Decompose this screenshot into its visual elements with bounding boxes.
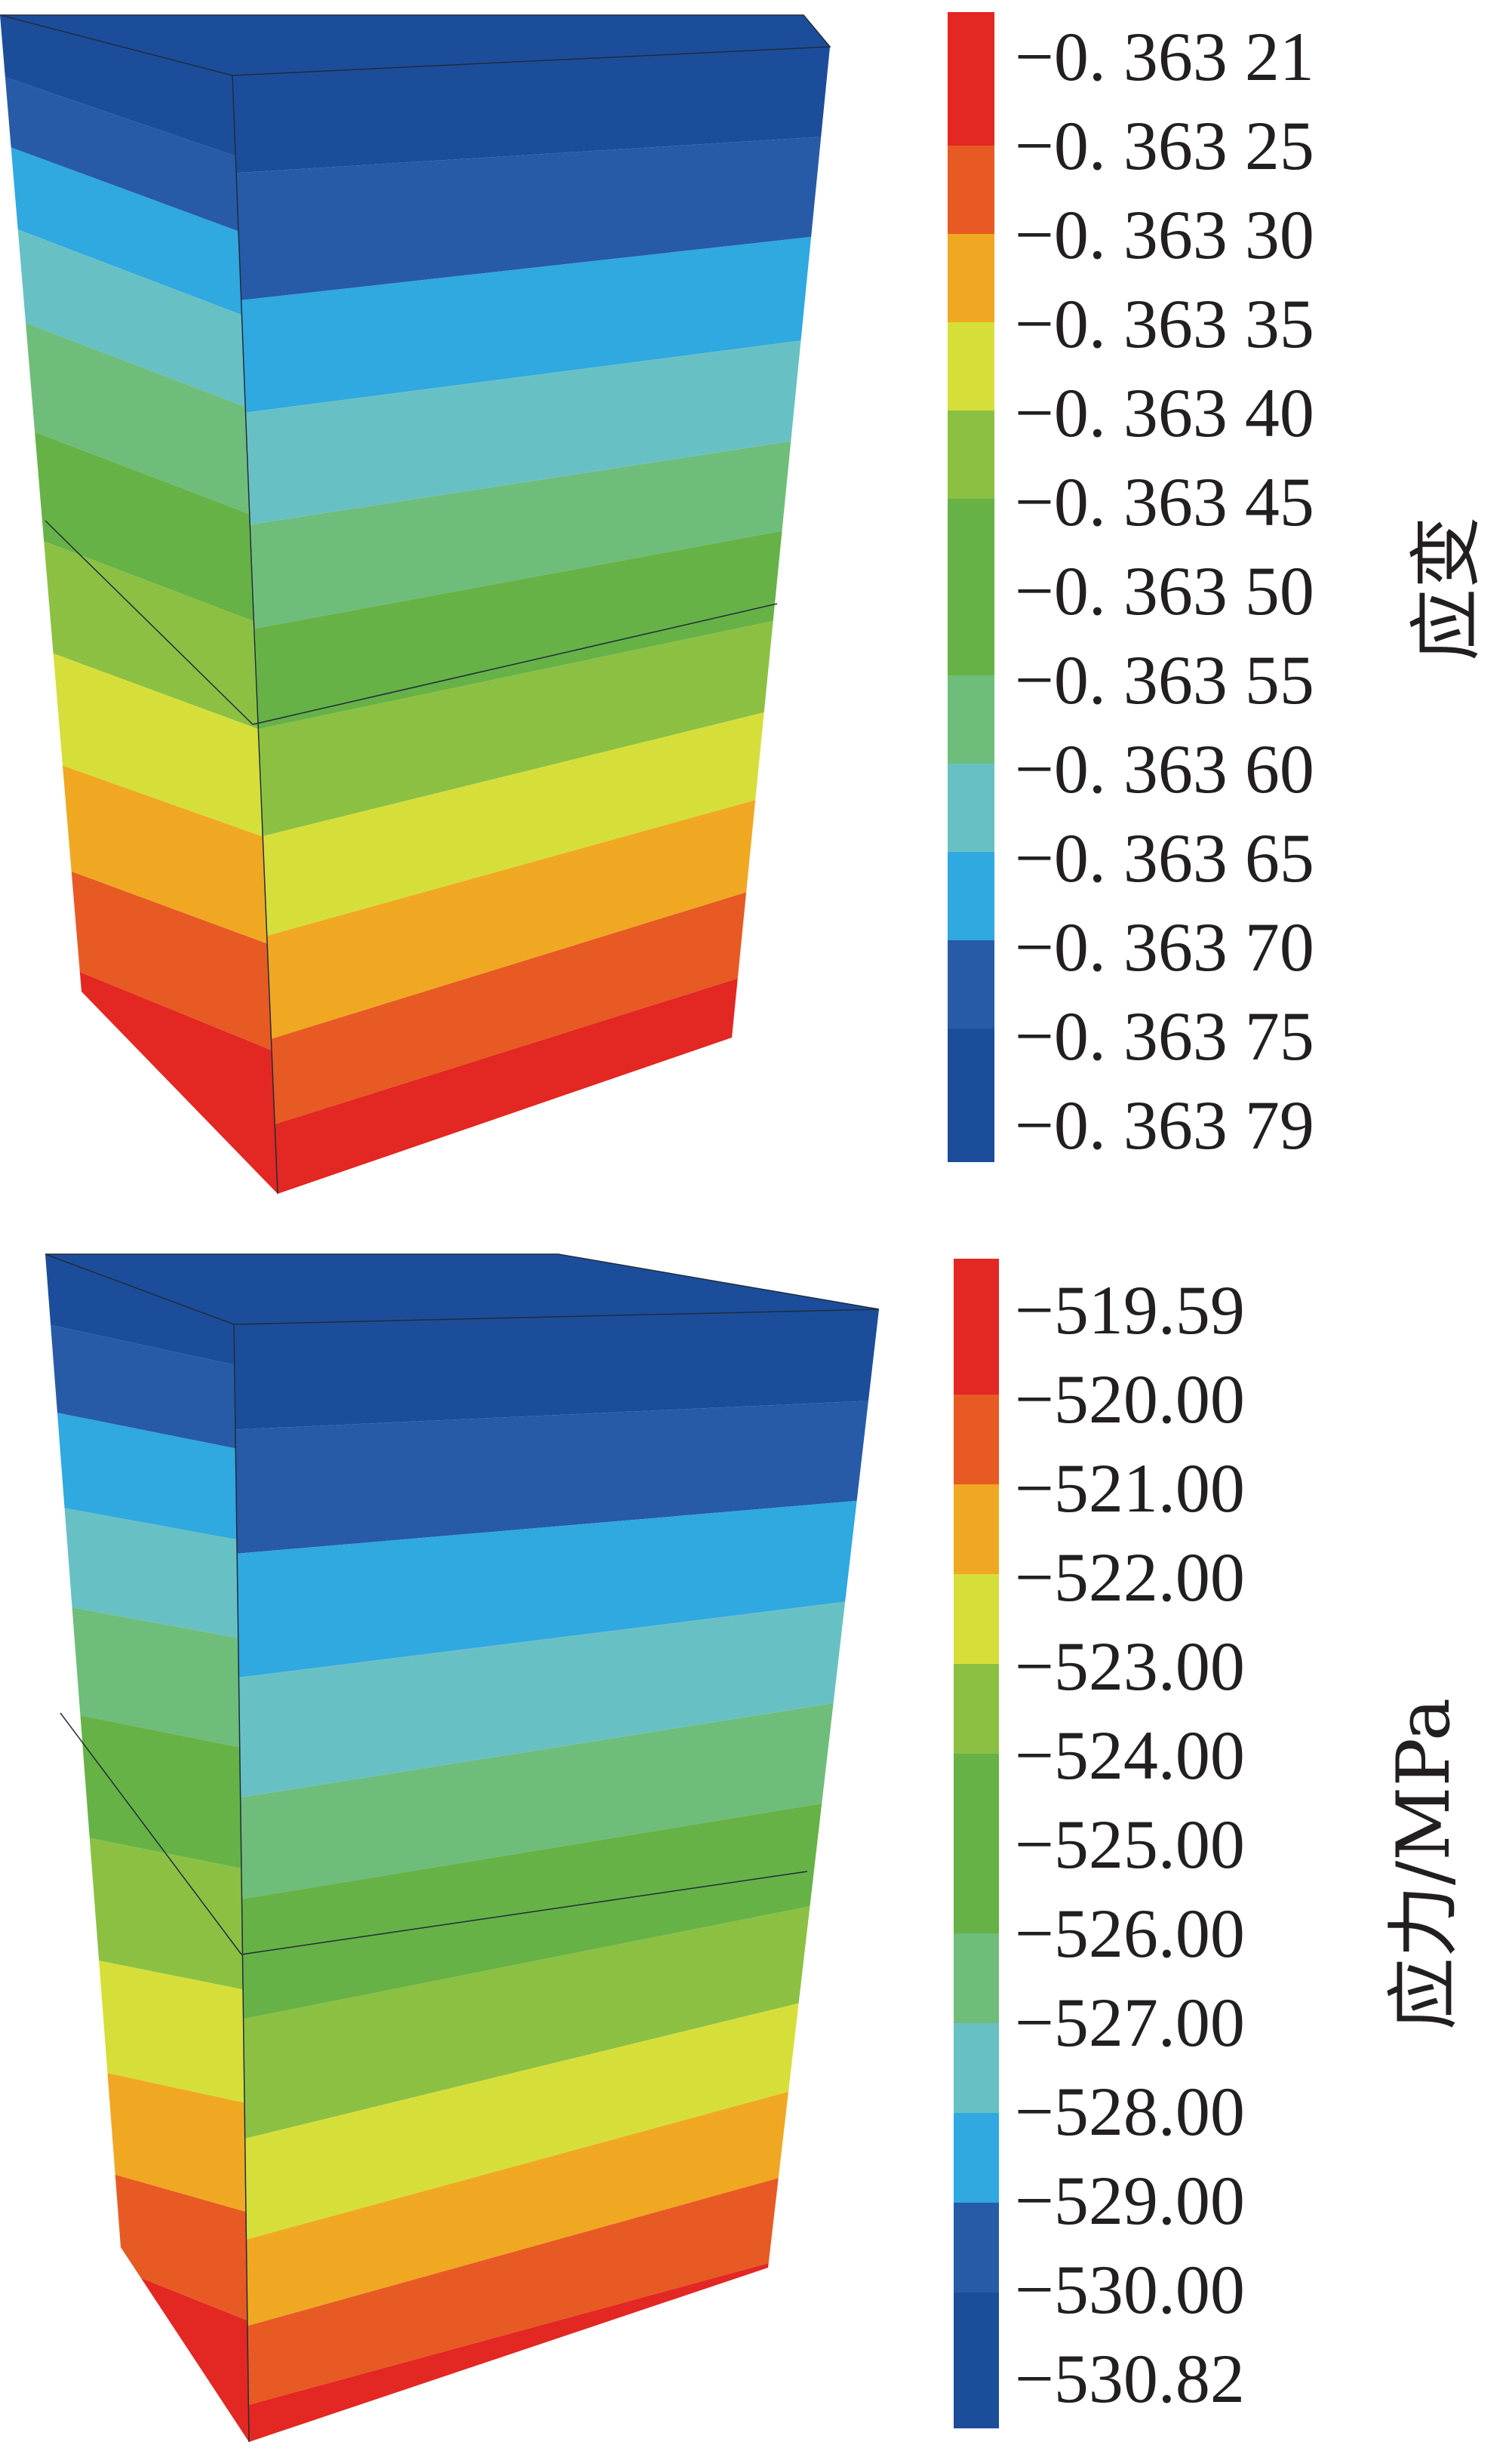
strain-left-band-7: [0, 524, 278, 740]
stress-colorbar: [954, 1259, 999, 2428]
stress-tick-label: −527.00: [1015, 1984, 1245, 2061]
strain-front-band-10: [232, 864, 830, 1139]
strain-front-band-8: [232, 694, 830, 947]
strain-tick-label: −0. 363 21: [1015, 18, 1314, 95]
strain-panel: −0. 363 21 −0. 363 25 −0. 363 30 −0. 363…: [0, 12, 1489, 1195]
stress-front-band-5: [234, 1694, 879, 1902]
strain-front-band-5: [232, 434, 830, 634]
stress-tick-label: −522.00: [1015, 1539, 1245, 1616]
strain-left-band-8: [0, 634, 278, 845]
strain-tick-label: −0. 363 45: [1015, 463, 1314, 540]
stress-front-band-9: [234, 2064, 879, 2332]
strain-colorbar-seg-3: [948, 234, 994, 322]
stress-colorbar-seg-5: [954, 1664, 999, 1754]
strain-tick-label: −0. 363 70: [1015, 909, 1314, 986]
strain-colorbar-seg-4: [948, 322, 994, 411]
strain-colorbar-seg-11: [948, 1029, 994, 1162]
strain-block: [0, 14, 831, 1195]
stress-colorbar-labels: −519.59 −520.00 −521.00 −522.00 −523.00 …: [1015, 1272, 1245, 2417]
stress-left-band-4: [45, 1502, 249, 1641]
stress-tick-label: −530.00: [1015, 2251, 1245, 2328]
strain-colorbar: [948, 12, 994, 1162]
stress-tick-label: −526.00: [1015, 1895, 1245, 1972]
stress-tick-label: −521.00: [1015, 1450, 1245, 1527]
stress-tick-label: −525.00: [1015, 1806, 1245, 1883]
stress-colorbar-seg-6: [954, 1754, 999, 1933]
stress-panel: −519.59 −520.00 −521.00 −522.00 −523.00 …: [45, 1253, 1466, 2443]
stress-tick-label: −520.00: [1015, 1361, 1245, 1438]
strain-left-band-2: [0, 75, 278, 249]
stress-colorbar-seg-7: [954, 1933, 999, 2023]
stress-colorbar-seg-10: [954, 2203, 999, 2293]
strain-left-band-4: [0, 223, 278, 423]
strain-block-edges: [0, 14, 831, 1195]
strain-colorbar-seg-1: [948, 12, 994, 146]
stress-colorbar-title: 应力/MPa: [1381, 1698, 1466, 2030]
strain-colorbar-title: 应变: [1404, 516, 1489, 661]
stress-front-band-2: [234, 1400, 879, 1555]
strain-tick-label: −0. 363 25: [1015, 107, 1314, 184]
stress-front-band-6: [234, 1792, 879, 2022]
strain-tick-label: −0. 363 30: [1015, 196, 1314, 273]
stress-front-band-1: [234, 1309, 879, 1430]
stress-block-top-face: [45, 1254, 879, 1324]
strain-front-band-4: [232, 336, 830, 528]
strain-colorbar-seg-6: [948, 499, 994, 675]
strain-tick-label: −0. 363 40: [1015, 374, 1314, 451]
strain-front-band-7: [232, 607, 830, 845]
strain-colorbar-seg-8: [948, 764, 994, 852]
stress-colorbar-seg-11: [954, 2293, 999, 2428]
strain-tick-label: −0. 363 65: [1015, 820, 1314, 896]
stress-colorbar-seg-1: [954, 1259, 999, 1395]
stress-block: [45, 1253, 880, 2443]
strain-left-band-3: [0, 143, 278, 332]
strain-tick-label: −0. 363 35: [1015, 285, 1314, 362]
stress-tick-label: −523.00: [1015, 1628, 1245, 1705]
strain-left-band-9: [0, 743, 278, 951]
strain-colorbar-seg-5: [948, 411, 994, 499]
stress-block-edges: [45, 1253, 880, 2443]
strain-front-band-1: [232, 47, 830, 174]
stress-front-band-10: [234, 2147, 879, 2411]
stress-colorbar-seg-2: [954, 1395, 999, 1484]
stress-colorbar-seg-9: [954, 2113, 999, 2203]
strain-tick-label: −0. 363 50: [1015, 552, 1314, 629]
strain-front-band-9: [232, 777, 830, 1053]
stress-front-face: [234, 1309, 879, 2442]
strain-block-top-face: [0, 15, 830, 75]
stress-left-band-2: [45, 1321, 249, 1453]
stress-front-band-8: [234, 1981, 879, 2245]
stress-front-band-4: [234, 1596, 879, 1800]
strain-tick-label: −0. 363 75: [1015, 998, 1314, 1075]
strain-left-band-6: [0, 419, 278, 634]
strain-colorbar-seg-10: [948, 940, 994, 1029]
strain-front-band-3: [232, 234, 830, 415]
stress-left-band-5: [45, 1600, 249, 1751]
strain-colorbar-labels: −0. 363 21 −0. 363 25 −0. 363 30 −0. 363…: [1015, 18, 1314, 1164]
strain-colorbar-seg-2: [948, 146, 994, 234]
stress-colorbar-seg-3: [954, 1484, 999, 1574]
stress-left-band-3: [45, 1407, 249, 1543]
stress-colorbar-seg-8: [954, 2023, 999, 2113]
stress-tick-label: −519.59: [1015, 1272, 1245, 1349]
stress-tick-label: −528.00: [1015, 2073, 1245, 2150]
stress-front-band-3: [234, 1498, 879, 1679]
strain-tick-label: −0. 363 79: [1015, 1087, 1314, 1164]
strain-front-band-2: [232, 136, 830, 302]
stress-tick-label: −530.82: [1015, 2340, 1245, 2417]
strain-colorbar-seg-9: [948, 852, 994, 940]
stress-front-band-7: [234, 1890, 879, 2143]
strain-left-band-5: [0, 313, 278, 528]
strain-tick-label: −0. 363 60: [1015, 730, 1314, 807]
strain-front-band-6: [232, 521, 830, 736]
stress-left-face: [45, 1254, 249, 2442]
strain-tick-label: −0. 363 55: [1015, 641, 1314, 718]
strain-colorbar-seg-7: [948, 675, 994, 764]
stress-colorbar-seg-4: [954, 1574, 999, 1664]
stress-tick-label: −529.00: [1015, 2162, 1245, 2239]
stress-tick-label: −524.00: [1015, 1717, 1245, 1794]
strain-front-face: [232, 47, 830, 1194]
